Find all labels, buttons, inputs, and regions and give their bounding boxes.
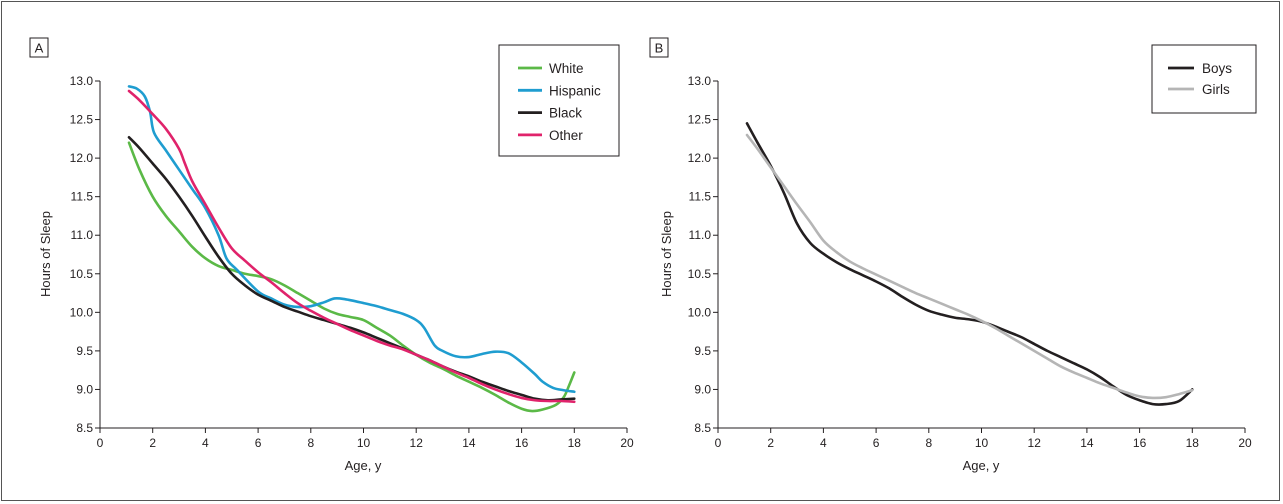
panel-b-y-tick-label: 12.5 (688, 113, 712, 127)
panel-b-y-tick-label: 9.5 (694, 344, 711, 358)
panel-b-x-tick-label: 4 (820, 436, 827, 450)
panel-a-y-axis-title: Hours of Sleep (38, 211, 53, 297)
panel-a: A 8.5 9.0 9.5 10.0 10.5 11.0 11.5 12.0 12.5 13.0 0 2… (29, 37, 634, 473)
panel-b-y-tick-label: 11.0 (689, 228, 712, 242)
legend-label-girls: Girls (1202, 82, 1230, 97)
series-line-other (127, 89, 576, 404)
panel-b-x-tick-label: 8 (925, 436, 932, 450)
series-line-hispanic (127, 85, 576, 394)
panel-b-y-tick-label: 9.0 (694, 382, 711, 396)
panel-b-y-tick-label: 13.0 (688, 74, 712, 88)
panel-a-y-tick-label: 9.0 (76, 382, 93, 396)
panel-b-y-tick-label: 12.0 (688, 151, 712, 165)
legend-label-white: White (549, 61, 584, 76)
panel-a-legend-box (498, 44, 620, 157)
panel-a-y-tick-label: 9.5 (76, 344, 93, 358)
panel-a-x-tick-label: 10 (357, 436, 371, 450)
panel-a-y-tick-label: 8.5 (76, 421, 93, 435)
panel-b: B 8.5 9.0 9.5 10.0 10.5 11.0 11.5 12.0 12.5 13.0 0 2… (649, 37, 1257, 473)
legend-label-hispanic: Hispanic (549, 83, 601, 98)
panel-a-x-tick-label: 6 (255, 436, 262, 450)
series-line-black (127, 135, 576, 402)
panel-b-label: B (655, 41, 664, 56)
panel-a-x-tick-label: 0 (97, 436, 104, 450)
panel-a-y-tick-label: 12.0 (70, 151, 94, 165)
panel-b-legend-box (1151, 44, 1257, 114)
panel-b-x-tick-label: 20 (1238, 436, 1252, 450)
panel-a-y-tick-label: 10.0 (70, 305, 94, 319)
panel-b-x-tick-label: 10 (975, 436, 989, 450)
panel-a-y-tick-label: 12.5 (70, 113, 94, 127)
panel-a-label: A (35, 41, 44, 56)
panel-b-x-tick-label: 14 (1080, 436, 1094, 450)
panel-a-label-box (29, 37, 49, 58)
panel-b-x-tick-label: 12 (1028, 436, 1042, 450)
panel-b-x-axis-title: Age, y (963, 458, 1000, 473)
panel-a-y-tick-label: 11.5 (71, 190, 94, 204)
panel-a-y-tick-label: 11.0 (71, 228, 94, 242)
panel-b-y-tick-label: 10.5 (688, 267, 712, 281)
panel-b-x-tick-label: 18 (1186, 436, 1200, 450)
panel-b-y-tick-label: 10.0 (688, 305, 712, 319)
series-line-white (127, 141, 576, 413)
legend-label-black: Black (549, 106, 582, 121)
panel-b-x-tick-label: 0 (715, 436, 722, 450)
panel-a-x-tick-label: 12 (410, 436, 424, 450)
panel-a-y-tick-label: 13.0 (70, 74, 94, 88)
legend-label-boys: Boys (1202, 61, 1232, 76)
panel-a-x-tick-label: 20 (620, 436, 634, 450)
panel-a-x-tick-label: 2 (149, 436, 156, 450)
panel-b-label-box (649, 37, 669, 58)
panel-b-y-tick-label: 11.5 (689, 190, 712, 204)
series-line-boys (745, 122, 1194, 406)
panel-b-y-axis-title: Hours of Sleep (659, 211, 674, 297)
panel-a-x-tick-label: 16 (515, 436, 529, 450)
panel-a-x-tick-label: 4 (202, 436, 209, 450)
panel-a-x-axis-title: Age, y (345, 458, 382, 473)
panel-a-y-tick-label: 10.5 (70, 267, 94, 281)
panel-a-x-tick-label: 18 (568, 436, 582, 450)
panel-b-x-tick-label: 16 (1133, 436, 1147, 450)
panel-b-y-tick-label: 8.5 (694, 421, 711, 435)
legend-label-other: Other (549, 128, 583, 143)
panel-b-x-tick-label: 2 (767, 436, 774, 450)
series-line-girls (745, 133, 1194, 400)
panel-a-x-tick-label: 8 (307, 436, 314, 450)
panel-b-x-tick-label: 6 (873, 436, 880, 450)
panel-a-x-tick-label: 14 (462, 436, 476, 450)
